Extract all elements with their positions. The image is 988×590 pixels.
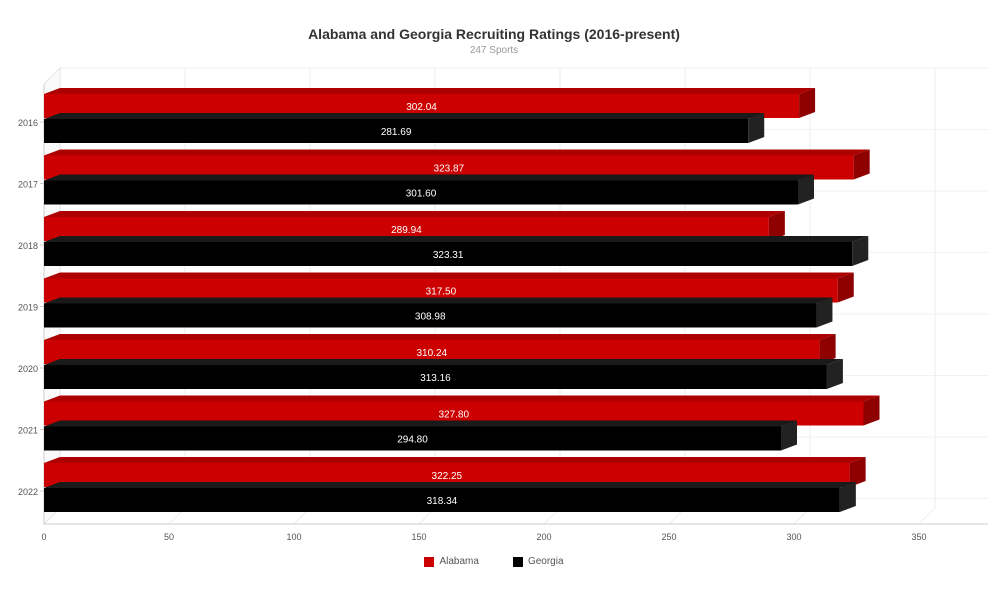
- bar-side-alabama-2017: [853, 149, 870, 180]
- data-label-georgia-2016: 281.69: [381, 127, 412, 138]
- bar-top-alabama-2020: [44, 334, 836, 340]
- x-tick-label-6: 300: [786, 532, 801, 542]
- bar-top-georgia-2018: [44, 236, 869, 242]
- y-tick-label-2021: 2021: [18, 426, 38, 436]
- x-tick-label-7: 350: [911, 532, 926, 542]
- legend-swatch-georgia: [512, 556, 523, 567]
- chart-title: Alabama and Georgia Recruiting Ratings (…: [308, 26, 680, 42]
- bar-side-georgia-2021: [781, 420, 797, 451]
- bar-side-alabama-2016: [799, 88, 816, 118]
- x-tick-label-0: 0: [41, 532, 46, 542]
- y-tick-label-2019: 2019: [18, 303, 38, 313]
- data-label-alabama-2016: 302.04: [406, 102, 437, 113]
- bar-side-georgia-2020: [826, 359, 843, 389]
- data-label-georgia-2021: 294.80: [397, 435, 428, 446]
- y-tick-label-2020: 2020: [18, 364, 38, 374]
- bar-top-georgia-2019: [44, 297, 833, 304]
- gridline-floor-7: [918, 507, 936, 525]
- legend-item-georgia[interactable]: Georgia: [512, 556, 564, 567]
- legend-label-georgia: Georgia: [527, 556, 564, 567]
- legend: Alabama Georgia: [0, 556, 988, 567]
- bar-top-alabama-2022: [44, 457, 866, 463]
- y-tick-label-2016: 2016: [18, 118, 38, 128]
- chart-subtitle: 247 Sports: [469, 45, 519, 56]
- data-label-alabama-2018: 289.94: [391, 225, 422, 236]
- bar-side-georgia-2018: [852, 236, 869, 266]
- bar-top-georgia-2020: [44, 359, 843, 365]
- bar-top-georgia-2017: [44, 174, 814, 181]
- data-label-georgia-2022: 318.34: [427, 496, 458, 507]
- bar-side-georgia-2019: [816, 297, 833, 328]
- x-tick-label-2: 100: [286, 532, 301, 542]
- legend-label-alabama: Alabama: [439, 556, 479, 567]
- bar-side-alabama-2019: [837, 272, 854, 303]
- data-label-georgia-2020: 313.16: [420, 373, 451, 384]
- y-tick-label-2022: 2022: [18, 487, 38, 497]
- bar-top-alabama-2018: [44, 211, 785, 217]
- data-label-alabama-2019: 317.50: [426, 287, 457, 298]
- data-label-georgia-2019: 308.98: [415, 312, 446, 323]
- data-label-georgia-2017: 301.60: [406, 189, 437, 200]
- bar-side-alabama-2022: [849, 457, 866, 487]
- bar-top-alabama-2021: [44, 395, 880, 402]
- x-tick-label-5: 250: [661, 532, 676, 542]
- data-label-alabama-2017: 323.87: [434, 164, 465, 175]
- data-label-alabama-2021: 327.80: [438, 410, 469, 421]
- data-label-georgia-2018: 323.31: [433, 250, 464, 261]
- bar-top-georgia-2016: [44, 113, 765, 119]
- bar-side-georgia-2016: [748, 113, 765, 143]
- data-label-alabama-2020: 310.24: [417, 348, 448, 359]
- bar-top-alabama-2016: [44, 88, 816, 94]
- bar-georgia-2018: [44, 242, 853, 266]
- bar-georgia-2016: [44, 119, 749, 143]
- legend-swatch-alabama: [424, 556, 435, 567]
- legend-item-alabama[interactable]: Alabama: [424, 556, 479, 567]
- bar-georgia-2020: [44, 365, 827, 389]
- bar-georgia-2021: [44, 426, 781, 451]
- bar-side-georgia-2017: [798, 174, 814, 205]
- x-tick-label-1: 50: [164, 532, 174, 542]
- bar-georgia-2022: [44, 488, 840, 512]
- bar-side-alabama-2021: [863, 395, 880, 426]
- y-tick-label-2017: 2017: [18, 180, 38, 190]
- y-tick-label-2018: 2018: [18, 241, 38, 251]
- bar-side-georgia-2022: [839, 482, 856, 512]
- bar-top-alabama-2017: [44, 149, 870, 156]
- data-label-alabama-2022: 322.25: [432, 471, 463, 482]
- bar-georgia-2019: [44, 303, 817, 328]
- bar-side-alabama-2020: [819, 334, 836, 364]
- bar-side-alabama-2018: [768, 211, 785, 241]
- bar-top-alabama-2019: [44, 272, 854, 279]
- x-tick-label-3: 150: [411, 532, 426, 542]
- bar-georgia-2017: [44, 180, 798, 205]
- x-tick-label-4: 200: [536, 532, 551, 542]
- bar-top-georgia-2022: [44, 482, 856, 488]
- bar-top-georgia-2021: [44, 420, 797, 427]
